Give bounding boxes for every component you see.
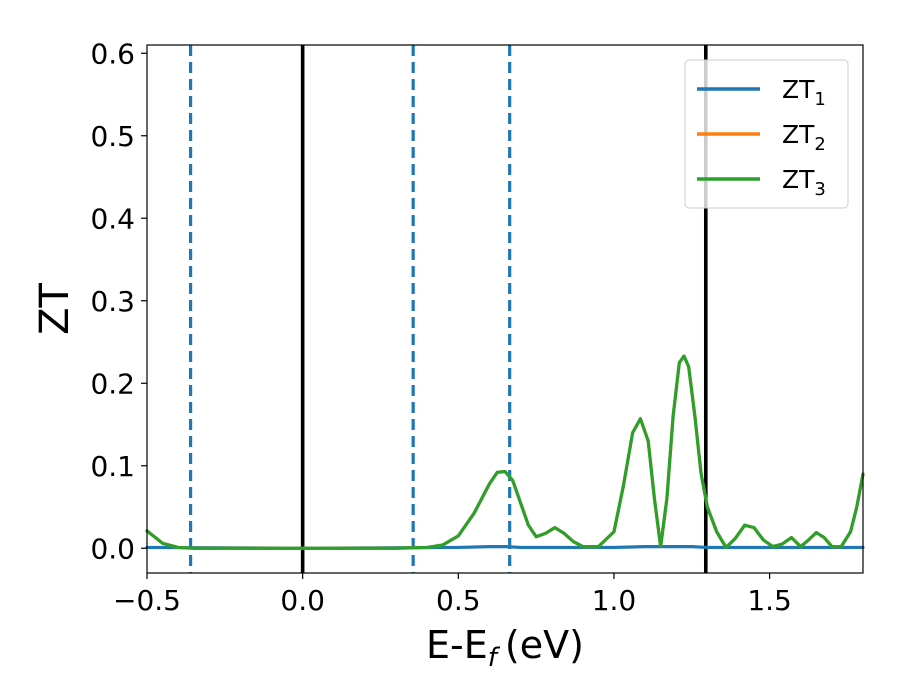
legend: ZT1 ZT2 ZT3 bbox=[684, 59, 849, 209]
x-axis-label-main: E-E bbox=[426, 623, 488, 667]
y-tick-label: 0.3 bbox=[90, 285, 135, 318]
x-tick-label: 0.5 bbox=[436, 584, 481, 617]
x-axis-label: E-Ef (eV) bbox=[426, 623, 584, 673]
plot-frame bbox=[146, 44, 864, 574]
y-axis-ticks: 0.0 0.1 0.2 0.3 0.4 0.5 0.6 bbox=[90, 37, 147, 565]
y-tick-label: 0.1 bbox=[90, 450, 135, 483]
x-tick-label: 1.5 bbox=[747, 584, 792, 617]
y-tick-label: 0.0 bbox=[90, 532, 135, 565]
legend-box bbox=[684, 59, 849, 209]
legend-label-zt2: ZT2 bbox=[782, 120, 826, 155]
x-tick-label: −0.5 bbox=[113, 584, 181, 617]
series-lines bbox=[145, 354, 865, 550]
legend-label-zt3: ZT3 bbox=[782, 165, 826, 200]
series-line-zt1 bbox=[145, 545, 865, 550]
y-tick-label: 0.5 bbox=[90, 120, 135, 153]
x-axis-label-unit: (eV) bbox=[505, 623, 584, 667]
y-tick-label: 0.2 bbox=[90, 367, 135, 400]
vertical-reference-lines bbox=[188, 45, 708, 573]
x-tick-label: 1.0 bbox=[592, 584, 637, 617]
y-tick-label: 0.4 bbox=[90, 202, 135, 235]
x-axis-label-subscript: f bbox=[488, 643, 501, 673]
legend-items: ZT1 ZT2 ZT3 bbox=[697, 75, 826, 200]
series-line-zt3 bbox=[145, 354, 865, 550]
series-line-zt2 bbox=[145, 354, 865, 550]
y-tick-label: 0.6 bbox=[90, 37, 135, 70]
x-tick-label: 0.0 bbox=[280, 584, 325, 617]
legend-label-zt1: ZT1 bbox=[782, 75, 826, 110]
x-axis-ticks: −0.5 0.0 0.5 1.0 1.5 bbox=[113, 573, 792, 617]
y-axis-label: ZT bbox=[32, 283, 78, 335]
